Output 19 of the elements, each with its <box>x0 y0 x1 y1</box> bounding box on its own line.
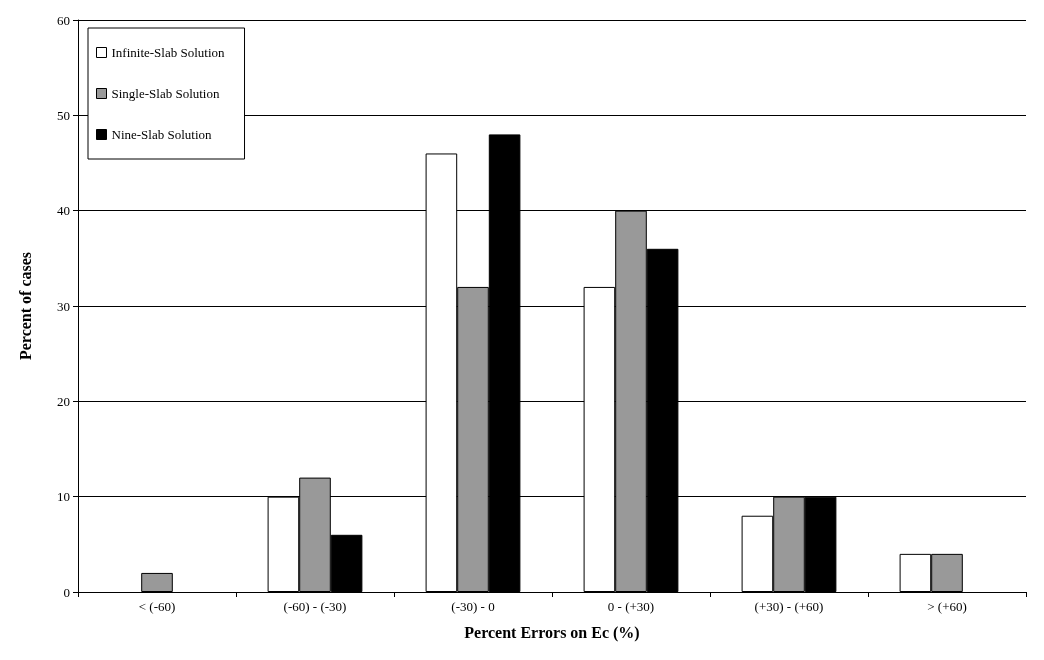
y-tick-label: 10 <box>57 489 70 505</box>
legend-label: Infinite-Slab Solution <box>111 45 226 60</box>
y-tick-label: 30 <box>57 298 70 314</box>
x-axis-title: Percent Errors on Ec (%) <box>464 623 640 642</box>
y-tick-label: 60 <box>57 12 70 28</box>
y-tick-label: 20 <box>57 393 70 409</box>
legend-label: Single-Slab Solution <box>111 86 220 101</box>
y-tick-label: 50 <box>57 107 70 123</box>
bar <box>141 572 173 592</box>
y-tick-label: 40 <box>57 203 70 219</box>
x-tick-label: (-30) - 0 <box>451 599 495 614</box>
x-tick-label: (-60) - (-30) <box>283 599 347 614</box>
x-tick-label: 0 - (+30) <box>607 599 655 614</box>
x-tick-label: > (+60) <box>927 599 967 614</box>
x-tick-label: < (-60) <box>138 599 176 614</box>
y-tick-label: 0 <box>63 584 70 600</box>
legend-label: Nine-Slab Solution <box>111 127 213 142</box>
y-axis-title: Percent of cases <box>16 251 34 361</box>
x-tick-label: (+30) - (+60) <box>754 599 824 614</box>
